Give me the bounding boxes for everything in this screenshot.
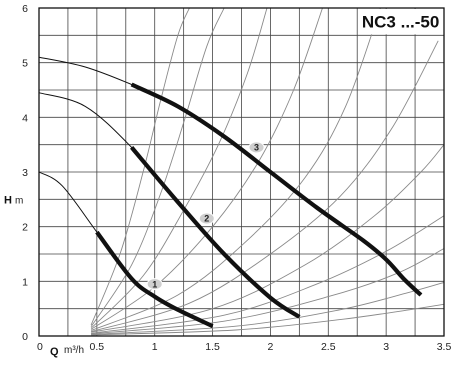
pump-curve-1 [95, 230, 214, 329]
series-label-3: 3 [254, 143, 259, 153]
x-tick-label: 2.5 [321, 341, 336, 353]
y-tick-label: 1 [22, 276, 28, 288]
title-background [358, 9, 443, 35]
system-curve [90, 7, 323, 330]
x-tick-label: 3.5 [437, 341, 452, 353]
x-tick-labels: 0 0.5 1 1.5 2 2.5 3 3.5 [37, 341, 451, 353]
x-tick-label: 0.5 [90, 341, 105, 353]
pump-curves [38, 56, 423, 329]
y-tick-labels: 0 1 2 3 4 5 6 [22, 3, 28, 343]
y-tick-label: 4 [22, 112, 28, 124]
system-curve [91, 144, 445, 333]
pump-curve-3 [130, 82, 423, 297]
system-curve [91, 248, 445, 335]
y-tick-label: 0 [22, 331, 28, 343]
system-curve [90, 7, 190, 326]
series-label-badge [146, 278, 163, 291]
y-tick-label: 3 [22, 167, 28, 179]
plot-frame [38, 7, 445, 337]
y-tick-label: 2 [22, 222, 28, 234]
pump-curve-2-thin [38, 92, 300, 318]
series-label-badge [248, 141, 265, 154]
plot-border [38, 7, 445, 337]
grid [38, 7, 445, 337]
y-tick-label: 5 [22, 58, 28, 70]
y-axis-name: H [4, 194, 12, 206]
system-curve [90, 7, 381, 331]
series-label-badge [198, 212, 215, 225]
x-tick-label: 1.5 [205, 341, 220, 353]
y-axis-unit: m [15, 195, 23, 206]
system-curve [91, 303, 445, 336]
x-tick-label: 3 [383, 341, 389, 353]
title-box: NC3 ...-50 [358, 9, 443, 35]
x-tick-label: 2 [268, 341, 274, 353]
y-tick-label: 6 [22, 3, 28, 15]
pump-curve-2 [129, 146, 301, 319]
system-curve [91, 215, 445, 334]
series-label-1: 1 [152, 279, 157, 289]
x-tick-label: 1 [152, 341, 158, 353]
chart-title: NC3 ...-50 [362, 13, 439, 32]
series-labels: 1 2 3 [146, 141, 265, 291]
x-axis-unit: m³/h [64, 345, 84, 356]
system-curve [90, 7, 268, 329]
x-axis-name: Q [50, 346, 59, 358]
x-tick-label: 0 [37, 341, 43, 353]
series-label-2: 2 [204, 214, 209, 224]
